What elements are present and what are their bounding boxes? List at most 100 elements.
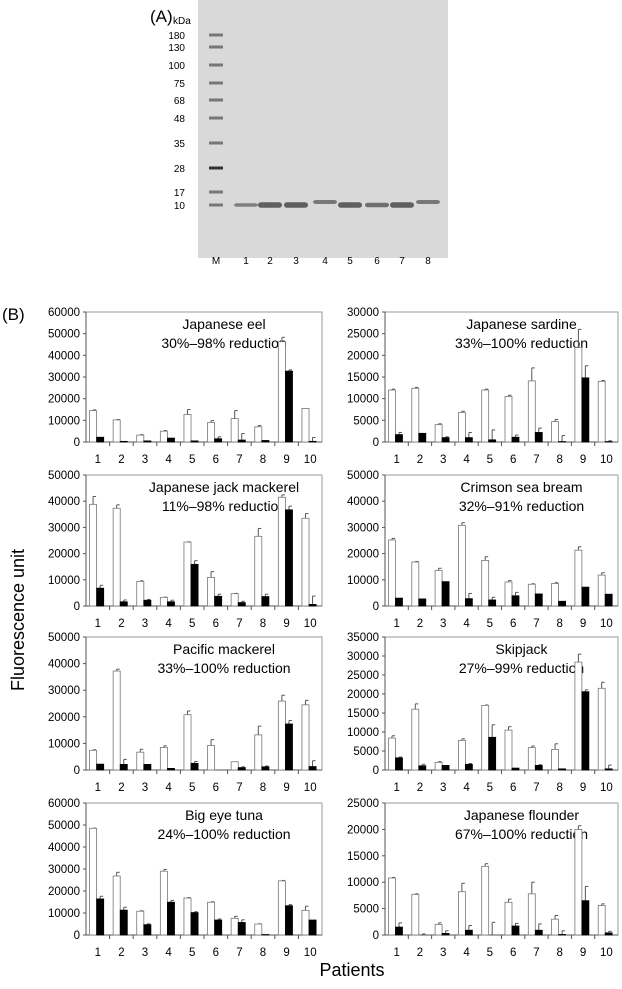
x-tick-label: 9 [580,782,586,794]
y-tick-label: 35000 [347,632,379,644]
marker-band [209,141,223,145]
y-tick-label: 10000 [48,415,80,427]
x-tick-label: 4 [165,782,172,794]
x-tick-label: 4 [463,782,470,794]
bar-before [230,593,239,607]
bar-after [190,762,199,771]
x-tick-label: 6 [510,782,516,794]
bar-after [96,587,105,607]
y-tick-label: 40000 [48,350,80,362]
marker-label: 130 [168,43,185,54]
protein-band [365,202,389,208]
bar-before [207,745,216,771]
bar-before [301,704,310,771]
x-tick-label: 1 [95,782,101,794]
x-tick-label: 9 [580,618,586,630]
x-tick-label: 3 [440,947,446,959]
bar-before [159,430,168,443]
x-tick-label: 7 [533,782,539,794]
bar-before [527,380,536,443]
x-tick-label: 10 [600,782,613,794]
y-tick-label: 30000 [347,522,379,534]
chart-title: Crimson sea bream [460,479,582,495]
lane-label: 5 [347,256,353,267]
chart-subtitle: 27%–99% reduction [459,660,584,676]
bar-after [581,900,590,936]
x-tick-label: 2 [417,618,423,630]
x-tick-label: 4 [463,454,470,466]
x-tick-label: 5 [189,618,195,630]
y-tick-label: 0 [373,601,379,613]
protein-band [234,203,258,207]
y-tick-label: 15000 [347,372,379,384]
bar-after [534,432,543,443]
bar-after [418,598,427,607]
bar-after [96,436,105,443]
y-tick-label: 0 [373,930,379,942]
x-tick-label: 2 [417,782,423,794]
bar-after [214,438,223,443]
x-tick-label: 3 [142,947,148,959]
y-tick-label: 40000 [48,496,80,508]
bar-before [434,924,443,936]
bar-after [395,757,403,771]
x-tick-label: 6 [510,454,516,466]
x-tick-label: 5 [487,454,493,466]
x-axis-label: Patients [319,960,384,980]
bar-after [604,593,613,607]
x-tick-label: 2 [118,618,124,630]
bar-before [207,901,216,936]
bar-after [119,764,128,771]
bar-after [464,929,473,936]
bar-after [96,898,105,936]
bar-after [604,768,613,771]
chart-title: Japanese jack mackerel [149,479,299,495]
bar-before [159,870,168,936]
x-tick-label: 10 [304,618,317,630]
x-tick-label: 6 [510,618,516,630]
bar-after [488,736,497,771]
y-tick-label: 20000 [48,886,80,898]
x-tick-label: 7 [236,947,242,959]
y-tick-label: 0 [373,765,379,777]
lane-label: 2 [267,256,273,267]
x-tick-label: 10 [600,947,613,959]
x-tick-label: 8 [260,782,266,794]
y-tick-label: 20000 [48,549,80,561]
bar-after [119,440,128,443]
chart-3: 0 10000 20000 30000 40000 50000 Japanese jack … [48,470,323,630]
bar-after [167,437,175,443]
chart-title: Japanese flounder [464,807,580,823]
bar-before [254,535,263,607]
y-tick-label: 5000 [353,904,379,916]
y-tick-label: 30000 [347,307,379,319]
x-tick-label: 10 [304,454,317,466]
bar-before [457,739,466,771]
chart-5: 0 10000 20000 30000 40000 50000 Pacific macker… [48,632,323,794]
bar-after [190,563,199,607]
lane-label: 6 [374,256,380,267]
marker-label: 100 [168,61,185,72]
bar-before [434,569,443,607]
bar-after [143,764,152,771]
chart-title: Big eye tuna [185,807,263,823]
y-tick-label: 50000 [48,329,80,341]
marker-band [209,33,223,37]
lane-label: 7 [399,256,405,267]
bar-before [574,347,583,443]
bar-after [167,901,175,936]
chart-subtitle: 24%–100% reduction [157,826,290,842]
y-tick-label: 10000 [48,575,80,587]
y-tick-label: 40000 [48,842,80,854]
marker-label: 28 [174,164,186,175]
bar-before [434,762,443,771]
y-tick-label: 30000 [48,864,80,876]
bar-after [285,509,293,607]
x-tick-label: 3 [440,782,446,794]
y-tick-label: 5000 [353,746,379,758]
bar-after [308,440,317,443]
bar-before [551,583,559,607]
y-axis-label: Fluorescence unit [8,549,28,691]
bar-after [237,922,246,936]
y-tick-label: 60000 [48,798,80,810]
